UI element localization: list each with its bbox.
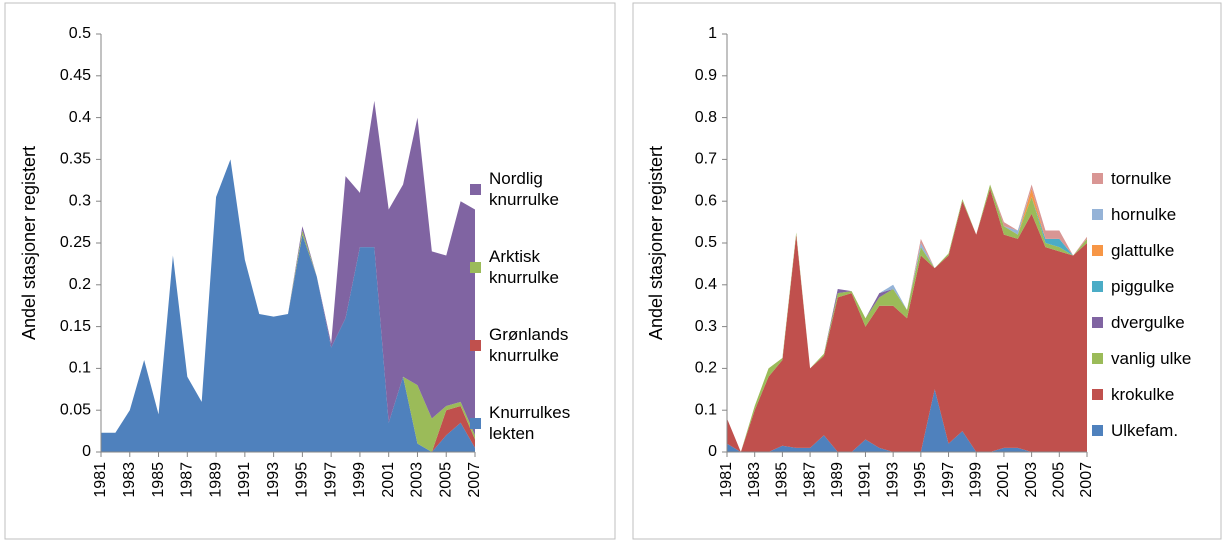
area (727, 188, 1087, 452)
legend-label: krokulke (1111, 384, 1175, 404)
area (101, 159, 475, 452)
x-tick-label: 2003 (409, 462, 426, 498)
x-tick-label: 1997 (322, 462, 339, 498)
x-tick-label: 2007 (1078, 462, 1095, 498)
x-tick-label: 1989 (207, 462, 224, 498)
legend-swatch (470, 417, 481, 429)
y-tick-label: 0.7 (695, 151, 717, 168)
x-tick-label: 2005 (1051, 462, 1068, 498)
x-tick-label: 2003 (1023, 462, 1040, 498)
y-tick-label: 0.1 (69, 360, 91, 377)
y-tick-label: 0.1 (695, 401, 717, 418)
legend-swatch (470, 339, 481, 351)
x-tick-label: 1981 (718, 462, 735, 498)
y-tick-label: 0.05 (60, 401, 91, 418)
x-tick-label: 1989 (829, 462, 846, 498)
y-tick-label: 0.5 (695, 234, 717, 251)
y-tick-label: 0.9 (695, 67, 717, 84)
legend-item: krokulke (1092, 376, 1226, 412)
legend-label: hornulke (1111, 204, 1177, 224)
legend-swatch (1092, 316, 1103, 328)
legend-item: dvergulke (1092, 304, 1226, 340)
legend-swatch (1092, 424, 1103, 436)
x-tick-label: 1985 (774, 462, 791, 498)
legend-item: Arktisk knurrulke (470, 228, 599, 306)
legend-item: Nordlig knurrulke (470, 150, 599, 228)
y-tick-label: 0.8 (695, 109, 717, 126)
legend: Nordlig knurrulke Arktisk knurrulke Grønla… (470, 150, 599, 462)
x-tick-label: 1997 (940, 462, 957, 498)
legend-item: Ulkefam. (1092, 412, 1226, 448)
legend-swatch (1092, 280, 1103, 292)
y-axis-title: Andel stasjoner registert (19, 146, 39, 340)
y-tick-label: 0 (708, 443, 717, 460)
legend-label: Arktisk knurrulke (489, 247, 559, 287)
area (101, 159, 475, 452)
frame (4, 2, 616, 540)
y-tick-label: 0.15 (60, 318, 91, 335)
legend-swatch (470, 261, 481, 273)
legend-item: Grønlands knurrulke (470, 306, 599, 384)
y-tick-label: 0.4 (69, 109, 91, 126)
legend-swatch (1092, 352, 1103, 364)
legend: tornulke hornulke glattulke piggulke dvergul… (1092, 160, 1226, 448)
area (101, 100, 475, 436)
x-tick-label: 1993 (265, 462, 282, 498)
legend-swatch (1092, 208, 1103, 220)
legend-label: Grønlands knurrulke (489, 325, 569, 365)
y-tick-label: 0.3 (695, 318, 717, 335)
legend-swatch (1092, 244, 1103, 256)
legend-label: piggulke (1111, 276, 1175, 296)
x-tick-label: 1985 (150, 462, 167, 498)
legend-swatch (1092, 388, 1103, 400)
y-tick-label: 0.35 (60, 151, 91, 168)
y-axis-title: Andel stasjoner registert (646, 146, 666, 340)
y-tick-label: 0 (82, 443, 91, 460)
x-tick-label: 1987 (801, 462, 818, 498)
legend-swatch (470, 183, 481, 195)
x-tick-label: 1991 (857, 462, 874, 498)
legend-label: Ulkefam. (1111, 420, 1179, 440)
legend-label: tornulke (1111, 168, 1172, 188)
legend-label: glattulke (1111, 240, 1175, 260)
y-tick-label: 0.25 (60, 234, 91, 251)
y-tick-label: 0.5 (69, 25, 91, 42)
legend-swatch (1092, 172, 1103, 184)
x-tick-label: 1995 (912, 462, 929, 498)
x-tick-label: 1983 (121, 462, 138, 498)
x-tick-label: 2001 (995, 462, 1012, 498)
x-tick-label: 1993 (884, 462, 901, 498)
x-tick-label: 2005 (437, 462, 454, 498)
legend-item: piggulke (1092, 268, 1226, 304)
legend-item: Knurrulkes lekten (470, 384, 599, 462)
y-tick-label: 1 (708, 25, 717, 42)
legend-label: dvergulke (1111, 312, 1185, 332)
y-tick-label: 0.2 (695, 360, 717, 377)
legend-label: Nordlig knurrulke (489, 169, 559, 209)
x-tick-label: 1983 (746, 462, 763, 498)
frame (632, 2, 1222, 540)
x-tick-label: 1987 (179, 462, 196, 498)
y-tick-label: 0.6 (695, 192, 717, 209)
legend-item: glattulke (1092, 232, 1226, 268)
x-tick-label: 2007 (466, 462, 483, 498)
y-tick-label: 0.2 (69, 276, 91, 293)
legend-item: tornulke (1092, 160, 1226, 196)
x-tick-label: 1991 (236, 462, 253, 498)
x-tick-label: 2001 (380, 462, 397, 498)
x-tick-label: 1995 (294, 462, 311, 498)
legend-item: vanlig ulke (1092, 340, 1226, 376)
y-tick-label: 0.4 (695, 276, 717, 293)
legend-label: vanlig ulke (1111, 348, 1192, 368)
area (727, 184, 1087, 453)
y-tick-label: 0.45 (60, 67, 91, 84)
legend-item: hornulke (1092, 196, 1226, 232)
y-tick-label: 0.3 (69, 192, 91, 209)
x-tick-label: 1999 (351, 462, 368, 498)
legend-label: Knurrulkes lekten (489, 403, 571, 443)
x-tick-label: 1981 (92, 462, 109, 498)
x-tick-label: 1999 (967, 462, 984, 498)
